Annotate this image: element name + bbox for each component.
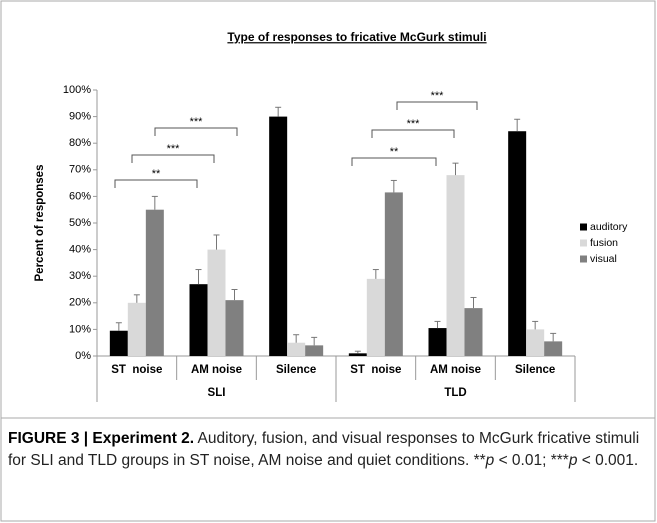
significance-bracket	[371, 129, 455, 138]
significance-label: ***	[167, 143, 181, 155]
significance-label: **	[390, 146, 399, 158]
significance-label: ***	[190, 116, 204, 128]
significance-bracket	[154, 127, 238, 136]
significance-label: ***	[407, 118, 421, 130]
significance-bracket	[131, 154, 215, 163]
legend-label: auditory	[590, 221, 628, 233]
significance-label: **	[152, 168, 161, 180]
legend-label: fusion	[590, 237, 618, 249]
bar	[544, 341, 563, 356]
bar	[348, 353, 367, 356]
significance-label: ***	[431, 90, 445, 102]
y-tick-label: 0%	[75, 350, 91, 362]
bar	[145, 209, 164, 356]
bar	[207, 249, 226, 356]
caption-text: < 0.01; ***	[494, 452, 569, 469]
bar	[189, 284, 208, 356]
y-tick-label: 60%	[69, 190, 91, 202]
x-tick-label: AM noise	[191, 364, 242, 376]
bar	[269, 116, 288, 356]
x-tick-label: AM noise	[430, 364, 481, 376]
group-label: SLI	[208, 387, 226, 399]
y-tick-label: 20%	[69, 297, 91, 309]
bar	[508, 131, 527, 356]
caption-text: Auditory, fusion, and visual responses t…	[8, 430, 640, 469]
caption-text: < 0.001.	[577, 452, 639, 469]
y-tick-label: 50%	[69, 217, 91, 229]
x-tick-label: Silence	[276, 364, 316, 376]
y-tick-label: 100%	[63, 84, 91, 96]
y-tick-label: 30%	[69, 270, 91, 282]
y-tick-label: 90%	[69, 111, 91, 123]
y-axis-label: Percent of responses	[34, 165, 46, 282]
bar	[446, 175, 465, 356]
legend-swatch	[580, 223, 587, 231]
caption: FIGURE 3 | Experiment 2. Auditory, fusio…	[8, 428, 644, 472]
bar	[109, 330, 128, 356]
caption-label: FIGURE 3 | Experiment 2.	[8, 430, 195, 447]
y-tick-label: 70%	[69, 164, 91, 176]
bar	[428, 328, 447, 356]
bar	[225, 300, 244, 356]
bar	[127, 302, 146, 356]
caption-text: p	[568, 452, 578, 469]
bar	[464, 308, 483, 356]
chart-title: Type of responses to fricative McGurk st…	[227, 30, 486, 44]
legend-swatch	[580, 255, 587, 263]
x-tick-label: Silence	[515, 364, 555, 376]
y-tick-label: 10%	[69, 323, 91, 335]
significance-bracket	[114, 179, 198, 188]
legend-swatch	[580, 239, 587, 247]
caption-text: p	[485, 452, 495, 469]
y-tick-label: 40%	[69, 244, 91, 256]
bar	[305, 345, 324, 356]
significance-bracket	[351, 157, 437, 166]
bar	[366, 278, 385, 356]
x-tick-label: ST noise	[111, 364, 162, 376]
bar	[287, 342, 306, 356]
bar	[384, 192, 403, 356]
legend-label: visual	[590, 253, 617, 265]
bar	[526, 329, 545, 356]
significance-bracket	[396, 101, 478, 110]
y-tick-label: 80%	[69, 137, 91, 149]
group-label: TLD	[444, 387, 466, 399]
x-tick-label: ST noise	[350, 364, 401, 376]
